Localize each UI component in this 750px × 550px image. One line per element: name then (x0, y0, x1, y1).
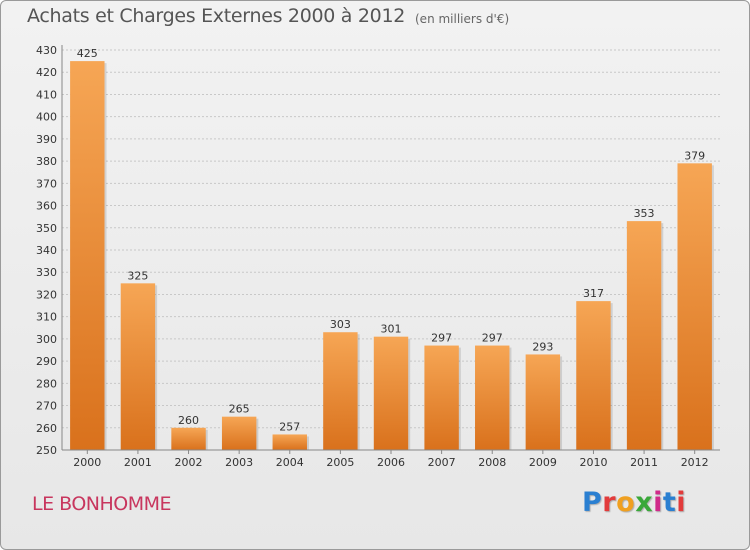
x-tick-label: 2005 (326, 456, 354, 469)
bar (424, 345, 459, 450)
bar-value-label: 353 (634, 207, 655, 220)
bar (70, 61, 105, 450)
x-axis-ticks: 2000 2001 2002 2003 2004 2005 2006 2007 2008 2009… (73, 450, 709, 469)
x-tick-label: 2009 (529, 456, 557, 469)
y-tick-label: 260 (36, 422, 57, 435)
logo-letter: P (582, 487, 603, 518)
y-tick-label: 350 (36, 222, 57, 235)
bar-value-label: 317 (583, 287, 604, 300)
bar-value-label: 425 (77, 47, 98, 60)
bar-value-label: 297 (431, 332, 452, 345)
x-tick-label: 2012 (681, 456, 709, 469)
bar-value-label: 297 (482, 332, 503, 345)
bar (171, 427, 206, 450)
y-axis-ticks: 250 260 270 280 290 300 310 320 330 340 350 360 370 3… (36, 44, 57, 457)
bar-value-label: 257 (279, 420, 300, 433)
y-tick-label: 410 (36, 88, 57, 101)
y-tick-label: 340 (36, 244, 57, 257)
bar (525, 354, 561, 450)
x-tick-label: 2000 (73, 456, 101, 469)
data-labels: 425 325 260 265 257 303 301 297 297 293 317 353 379 (77, 47, 705, 433)
logo-letter: i (676, 487, 687, 518)
y-tick-label: 320 (36, 288, 57, 301)
y-tick-label: 420 (36, 66, 57, 79)
logo-letter: o (616, 487, 636, 518)
y-tick-label: 310 (36, 311, 57, 324)
y-tick-label: 270 (36, 400, 57, 413)
bars (70, 61, 714, 451)
x-tick-label: 2008 (478, 456, 506, 469)
x-tick-label: 2006 (377, 456, 405, 469)
bar (120, 283, 156, 450)
y-tick-label: 290 (36, 355, 57, 368)
bar-value-label: 303 (330, 318, 351, 331)
logo-letter: i (653, 487, 663, 518)
bar (272, 434, 307, 450)
bar (373, 336, 409, 450)
bar-value-label: 260 (178, 414, 199, 427)
bar-value-label: 325 (127, 269, 148, 282)
x-tick-label: 2011 (630, 456, 658, 469)
bar (221, 416, 257, 450)
y-tick-label: 370 (36, 177, 57, 190)
x-tick-label: 2004 (276, 456, 304, 469)
bar-value-label: 265 (229, 403, 250, 416)
y-tick-label: 300 (36, 333, 57, 346)
place-name: LE BONHOMME (32, 493, 172, 515)
logo-letter: t (662, 487, 677, 518)
y-tick-label: 250 (36, 444, 57, 457)
x-tick-label: 2010 (579, 456, 607, 469)
x-tick-label: 2002 (175, 456, 203, 469)
y-tick-label: 380 (36, 155, 57, 168)
bar-value-label: 301 (381, 323, 402, 336)
y-tick-label: 390 (36, 133, 57, 146)
bar (475, 345, 510, 450)
x-tick-label: 2001 (124, 456, 152, 469)
bar-value-label: 379 (684, 149, 705, 162)
chart-subtitle: (en milliers d'€) (415, 12, 510, 26)
logo-letter: r (602, 487, 617, 518)
x-tick-label: 2007 (428, 456, 456, 469)
bar (323, 332, 358, 450)
y-tick-label: 430 (36, 44, 57, 57)
y-tick-label: 280 (36, 377, 57, 390)
y-tick-label: 330 (36, 266, 57, 279)
bar (626, 221, 662, 450)
bar (677, 163, 712, 451)
proxiti-logo: Proxiti (582, 487, 686, 518)
bar-value-label: 293 (532, 340, 553, 353)
y-tick-label: 400 (36, 111, 57, 124)
logo-letter: x (635, 487, 654, 518)
y-tick-label: 360 (36, 200, 57, 213)
axes (61, 45, 720, 451)
x-tick-label: 2003 (225, 456, 253, 469)
chart-title: Achats et Charges Externes 2000 à 2012 (27, 5, 406, 27)
bar (576, 301, 611, 450)
